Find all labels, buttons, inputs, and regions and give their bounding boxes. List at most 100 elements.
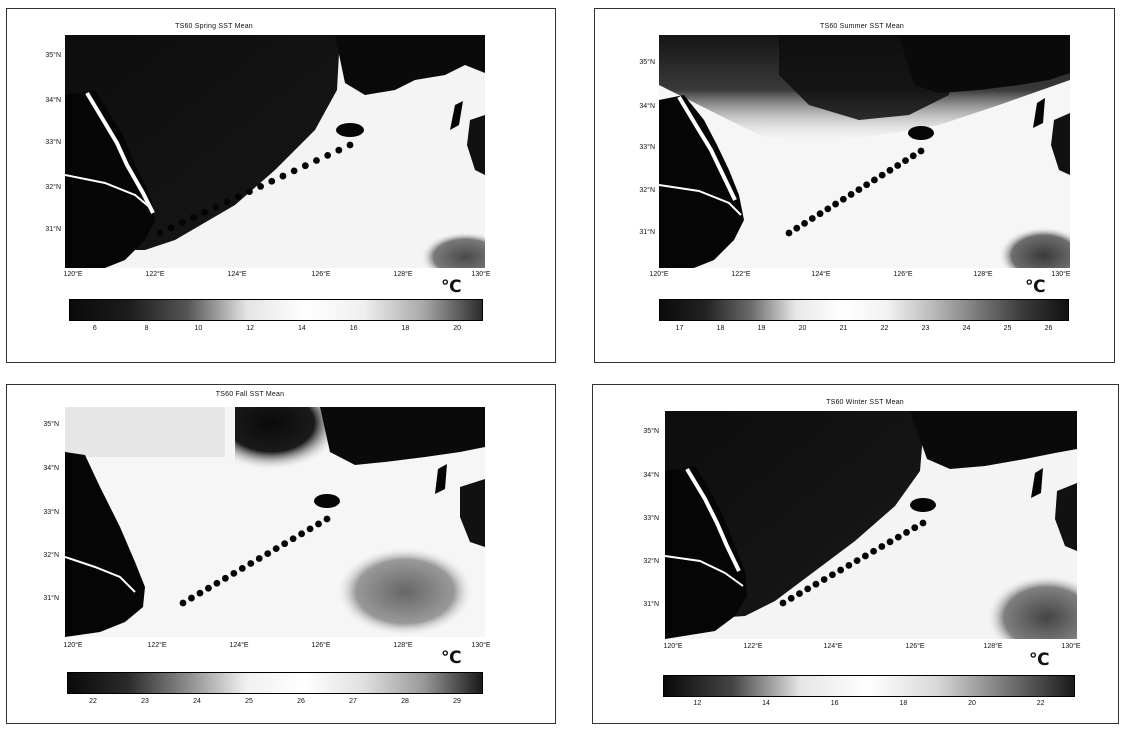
colorbar-tick-label: 16 [349,325,358,332]
station-track-winter [779,519,927,607]
station-track-fall [179,515,331,607]
station-marker [793,224,801,232]
colorbar-tick-label: 14 [762,700,770,707]
station-marker [301,162,309,170]
station-marker [787,594,795,602]
station-marker [785,229,793,237]
lat-label: 35°N [639,59,655,66]
lat-label: 33°N [639,144,655,151]
station-marker [911,524,919,532]
colorbar-tick-label: 29 [453,698,461,705]
lon-label: 124°E [823,643,843,650]
station-marker [779,599,787,607]
station-marker [264,550,272,557]
lon-label: 128°E [973,271,993,278]
colorbar-tick-label: 27 [349,698,357,705]
colorbar-tick-row: 22 23 24 25 26 27 28 29 [67,698,483,710]
lon-label: 126°E [893,271,913,278]
panel-title: TS60 Winter SST Mean [826,399,904,406]
colorbar-winter [663,675,1075,697]
station-marker [156,229,164,237]
colorbar-tick-label: 16 [830,700,839,707]
station-marker [917,147,925,155]
colorbar-tick-label: 26 [297,698,305,705]
station-marker [902,157,909,165]
lon-label: 122°E [145,271,165,278]
lon-label: 122°E [147,642,167,649]
station-marker [272,545,280,553]
station-marker [190,214,197,221]
lon-label: 124°E [229,642,249,649]
colorbar-tick-label: 23 [141,698,149,705]
lon-label: 130°E [1061,643,1081,650]
station-marker [863,181,871,189]
unit-label: ℃ [1025,277,1046,297]
colorbar-fall [67,672,483,694]
station-marker [279,172,287,180]
station-marker [212,203,220,211]
colorbar-tick-label: 20 [798,325,807,332]
station-marker [894,533,902,541]
colorbar-tick-label: 21 [839,325,848,332]
station-marker [886,538,894,546]
lat-label: 35°N [43,421,59,428]
colorbar-tick-label: 20 [968,700,976,707]
station-marker [839,195,847,203]
station-marker [268,177,276,185]
station-marker [801,219,808,227]
unit-label: ℃ [441,277,462,297]
lon-label: 130°E [1051,271,1071,278]
station-marker [257,183,264,190]
station-marker [837,566,845,574]
panel-title: TS60 Fall SST Mean [215,391,285,398]
panel-spring: TS60 Spring SST Mean 35°N 34°N 33°N 32°N… [6,8,556,363]
colorbar-tick-label: 19 [757,325,766,332]
lat-label: 32°N [639,187,655,194]
lat-label: 35°N [45,52,61,59]
colorbar-tick-row: 6 8 10 12 14 16 18 20 [69,325,483,337]
station-marker [290,167,298,175]
lat-label: 31°N [639,229,655,236]
station-marker [919,519,927,527]
sst-map-spring [65,35,485,268]
lat-label: 34°N [43,465,59,472]
station-marker [201,208,209,216]
station-marker [255,555,263,562]
station-marker [223,198,231,206]
lon-label: 130°E [471,642,491,649]
lat-label: 34°N [45,97,61,104]
station-marker [845,561,853,569]
station-marker [909,152,917,160]
station-marker [894,162,902,169]
panel-title: TS60 Spring SST Mean [175,23,253,30]
lon-label: 122°E [731,271,751,278]
station-marker [234,193,242,201]
lat-label: 34°N [639,103,655,110]
station-marker [847,191,855,198]
colorbar-tick-label: 24 [193,698,201,705]
colorbar-tick-label: 8 [144,325,149,332]
colorbar-tick-label: 20 [453,325,462,332]
station-marker [196,589,204,597]
colorbar-tick-label: 17 [675,325,684,332]
colorbar-tick-label: 23 [921,325,930,332]
colorbar-tick-label: 18 [401,325,410,332]
station-marker [205,584,212,592]
station-marker [178,219,186,227]
lat-label: 33°N [43,509,59,516]
lat-label: 32°N [643,558,659,565]
panel-winter: TS60 Winter SST Mean 35°N 34°N 33°N 32°N… [592,384,1119,724]
lon-label: 126°E [311,271,331,278]
station-marker [816,210,824,218]
station-marker [306,525,314,533]
colorbar-tick-label: 25 [245,698,253,705]
colorbar-tick-label: 22 [880,325,889,332]
sst-map-winter [665,411,1077,639]
panel-fall: TS60 Fall SST Mean 35°N 34°N 33°N 32°N 3… [6,384,556,724]
colorbar-tick-label: 22 [1036,700,1045,707]
lat-label: 32°N [43,552,59,559]
lat-label: 34°N [643,472,659,479]
unit-label: ℃ [1029,650,1050,670]
panel-title: TS60 Summer SST Mean [819,23,905,30]
station-marker [861,552,869,560]
